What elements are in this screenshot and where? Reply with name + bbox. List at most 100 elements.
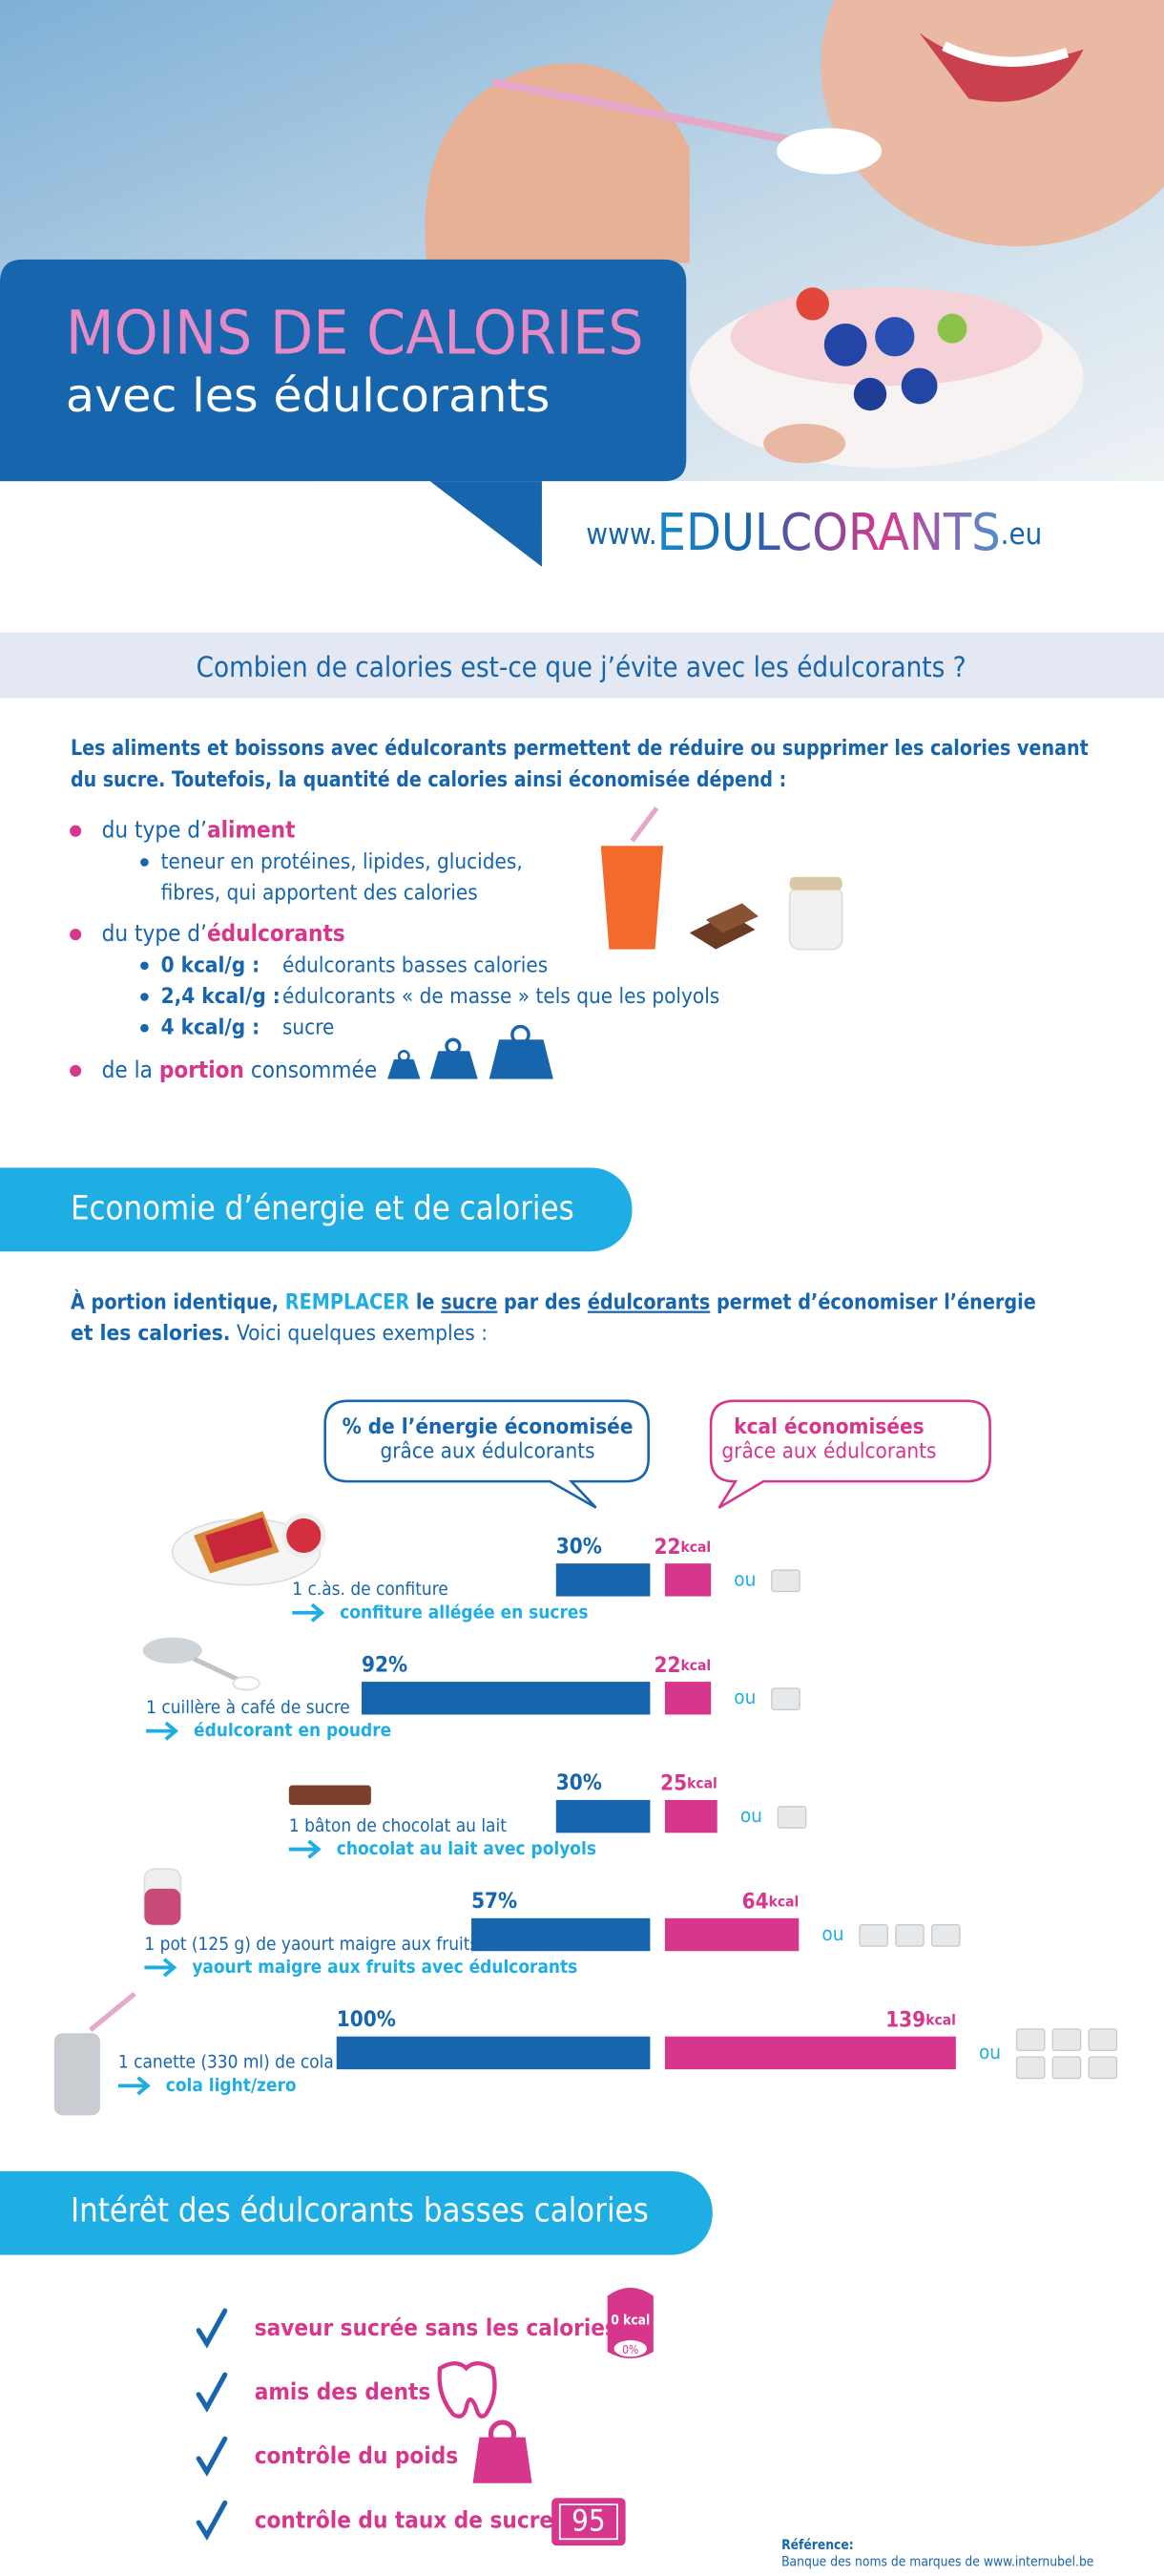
factor-label: de la portion consommée bbox=[102, 1057, 378, 1083]
sub-bullet bbox=[140, 961, 149, 971]
label-part: consommée bbox=[244, 1057, 377, 1083]
or-label: ou bbox=[734, 1686, 756, 1708]
kcal-bubble bbox=[709, 1399, 991, 1509]
section-band bbox=[0, 632, 1164, 699]
reference-label: Référence: bbox=[781, 2538, 854, 2553]
or-label: ou bbox=[734, 1567, 756, 1590]
or-label: ou bbox=[821, 1922, 843, 1945]
kcal-unit: kcal bbox=[681, 1656, 712, 1673]
kcal-value: 64 bbox=[742, 1889, 769, 1914]
energy-label: 92% bbox=[362, 1652, 407, 1677]
food-label: 1 cuillère à café de sucre bbox=[146, 1697, 350, 1718]
kcal-value: 139 bbox=[885, 2007, 925, 2032]
sub-bullet bbox=[140, 993, 149, 1001]
legend-note: grâce aux édulcorants bbox=[380, 1439, 594, 1464]
detail-text: fibres, qui apportent des calories bbox=[161, 881, 478, 906]
kcal-unit: kcal bbox=[681, 1538, 712, 1555]
energy-bar bbox=[471, 1917, 651, 1952]
benefit: saveur sucrée sans les calories bbox=[255, 2314, 617, 2341]
kcal-bar bbox=[664, 1563, 712, 1597]
replacement-label: confiture allégée en sucres bbox=[340, 1602, 588, 1623]
check-mark bbox=[196, 2436, 228, 2477]
check-mark bbox=[196, 2372, 228, 2413]
sugar-cube bbox=[930, 1924, 961, 1947]
bullet bbox=[70, 825, 82, 837]
section-pill bbox=[0, 1167, 633, 1252]
sugar-cube bbox=[1015, 2028, 1046, 2052]
kcal-label: 25kcal bbox=[660, 1770, 717, 1795]
arrow bbox=[288, 1839, 322, 1859]
label-part: aliment bbox=[207, 817, 296, 844]
section-heading: Intérêt des édulcorants basses calories bbox=[71, 2191, 649, 2230]
intro-part: édulcorants bbox=[588, 1289, 711, 1314]
food-label: 1 pot (125 g) de yaourt maigre aux fruit… bbox=[144, 1934, 478, 1955]
section-heading: Economie d’énergie et de calories bbox=[71, 1190, 574, 1228]
sugar-cube bbox=[895, 1924, 925, 1947]
kcal-bar bbox=[664, 1682, 712, 1715]
energy-label: 100% bbox=[337, 2007, 396, 2032]
energy-bar bbox=[555, 1563, 651, 1597]
benefit: contrôle du taux de sucre bbox=[255, 2506, 553, 2533]
detail-text: sucre bbox=[282, 1016, 334, 1040]
sugar-cubes bbox=[777, 1806, 807, 1829]
sugar-cube bbox=[1051, 2028, 1082, 2052]
section-pill bbox=[0, 2170, 713, 2255]
energy-bar bbox=[555, 1799, 651, 1833]
kcal-value: 25 bbox=[660, 1770, 687, 1795]
sub-bullet bbox=[140, 858, 149, 867]
sugar-cube bbox=[777, 1806, 807, 1829]
kcal-value: 22 bbox=[655, 1534, 681, 1559]
energy-bubble bbox=[323, 1399, 650, 1509]
sugar-cube bbox=[771, 1569, 800, 1593]
intro-line: À portion identique, REMPLACER le sucre … bbox=[71, 1288, 1036, 1314]
legend-note: grâce aux édulcorants bbox=[721, 1439, 936, 1464]
detail-value: 2,4 kcal/g : bbox=[161, 984, 281, 1009]
site-prefix: www. bbox=[586, 516, 656, 551]
site: www.EDULCORANTS.eu bbox=[586, 502, 1042, 562]
kcal-unit: kcal bbox=[925, 2011, 956, 2028]
sugar-cubes bbox=[771, 1569, 800, 1593]
intro-part: Voici quelques exemples : bbox=[231, 1321, 488, 1346]
food-label: 1 bâton de chocolat au lait bbox=[289, 1815, 507, 1836]
weight-icons bbox=[387, 1024, 553, 1079]
header-photo bbox=[0, 0, 1164, 567]
label-part: du type d’ bbox=[102, 817, 207, 844]
food-images bbox=[600, 806, 843, 951]
legend-name: kcal économisées bbox=[734, 1414, 924, 1439]
replacement-label: cola light/zero bbox=[166, 2075, 297, 2096]
kcal-bar bbox=[664, 1799, 717, 1833]
kcal-label: 139kcal bbox=[885, 2007, 956, 2032]
sub-bullet bbox=[140, 1023, 149, 1033]
sugar-cubes bbox=[859, 1924, 961, 1947]
factor-list: du type d’aliment teneur en protéines, li… bbox=[70, 817, 719, 1083]
energy-label: 57% bbox=[471, 1889, 517, 1914]
title: MOINS DE CALORIES bbox=[66, 298, 644, 368]
intro-line: et les calories. Voici quelques exemples… bbox=[71, 1321, 488, 1346]
food-label: 1 canette (330 ml) de cola bbox=[118, 2052, 334, 2073]
benefit: amis des dents bbox=[255, 2378, 431, 2405]
check-mark bbox=[196, 2308, 228, 2349]
detail-text: teneur en protéines, lipides, glucides, bbox=[161, 849, 523, 874]
site-suffix: .eu bbox=[1001, 516, 1043, 551]
icon-label: 0 kcal bbox=[611, 2313, 650, 2328]
sugar-cube bbox=[1051, 2056, 1082, 2080]
intro-part: permet d’économiser l’énergie bbox=[710, 1289, 1035, 1314]
sugar-cube bbox=[859, 1924, 888, 1947]
bullet bbox=[70, 929, 82, 941]
section-heading: Combien de calories est-ce que j’évite a… bbox=[197, 651, 967, 683]
arrow bbox=[117, 2076, 151, 2096]
reference-text: Banque des noms de marques de www.intern… bbox=[781, 2554, 1093, 2569]
energy-bar bbox=[336, 2036, 651, 2070]
factor-label: du type d’édulcorants bbox=[102, 920, 345, 947]
intro-part: par des bbox=[497, 1289, 588, 1314]
intro-part: À portion identique, bbox=[71, 1288, 285, 1314]
kcal-unit: kcal bbox=[687, 1774, 717, 1791]
kcal-unit: kcal bbox=[769, 1893, 800, 1910]
intro-line: Les aliments et boissons avec édulcorant… bbox=[71, 736, 1089, 761]
kcal-bar bbox=[664, 2036, 956, 2070]
or-label: ou bbox=[740, 1804, 762, 1827]
replacement-label: yaourt maigre aux fruits avec édulcorant… bbox=[192, 1957, 577, 1978]
bubble-tail bbox=[429, 481, 542, 567]
kcal-bar bbox=[664, 1917, 800, 1952]
chart-food-images bbox=[53, 1511, 371, 2116]
